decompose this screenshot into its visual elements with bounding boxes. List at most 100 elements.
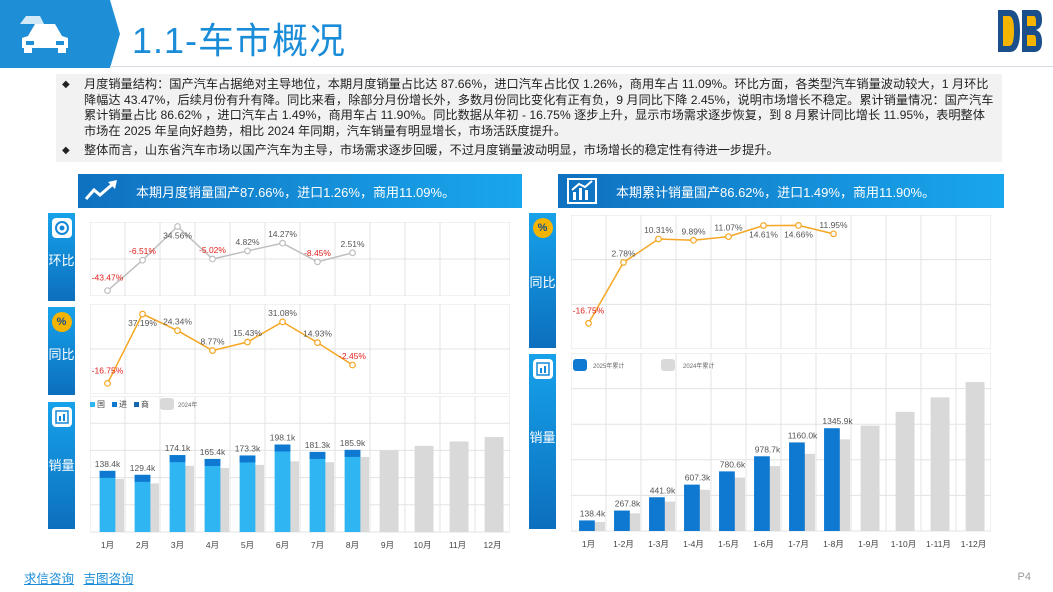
right-yoy-card: % 同比 — [529, 213, 556, 348]
cum-yoy-chart: -16.75% 2.78% 10.31% 9.89% 11.07% 14.61% 14.66… — [571, 215, 991, 349]
cum_yoy-point — [725, 233, 732, 240]
vol-bar-2024 — [379, 450, 399, 532]
page-title: 1.1-车市概况 — [132, 20, 347, 61]
yoy-data-label: 37.19% — [128, 318, 157, 328]
cum_yoy-point — [795, 222, 802, 229]
header-divider — [110, 66, 1053, 67]
legend-2024-swatch — [661, 359, 675, 371]
cum_vol-x-tick-label: 1-9月 — [858, 539, 879, 549]
cum_vol-x-tick-label: 1-6月 — [753, 539, 774, 549]
yoy-point — [104, 379, 111, 387]
summary-bullet-1: ◆ 月度销量结构：国产汽车占据绝对主导地位，本期月度销量占比达 87.66%，进… — [62, 77, 996, 139]
vol-bar-2025 — [274, 444, 291, 532]
cum-yoy-label: 同比 — [529, 275, 556, 290]
mom-data-label: 14.27% — [268, 229, 297, 239]
yoy-series-line — [106, 313, 353, 384]
vol-bar-2025 — [309, 451, 326, 532]
vol-bar-2025-cap — [169, 455, 186, 463]
vol-x-tick-label: 6月 — [276, 540, 289, 550]
mom-data-label: -6.51% — [129, 246, 156, 256]
diamond-bullet-icon: ◆ — [62, 145, 70, 156]
cum_vol-x-tick-label: 1-2月 — [613, 539, 634, 549]
left-banner: 本期月度销量国产87.66%，进口1.26%，商用11.09%。 — [78, 174, 522, 208]
yoy-point — [174, 327, 181, 334]
vol-bar-2025 — [134, 474, 151, 532]
legend-2024-label: 2024年 — [178, 401, 197, 409]
vol-bar-2025 — [99, 470, 116, 532]
cum_vol-bar-2025 — [579, 520, 595, 531]
legend-domestic-label: 国 — [97, 400, 105, 409]
cum_vol-bar-2024 — [895, 411, 915, 531]
cum_yoy-point — [760, 222, 767, 229]
cum_vol-x-tick-label: 1-7月 — [788, 539, 809, 549]
vol-x-tick-label: 11月 — [449, 540, 466, 550]
cum_yoy-point — [620, 259, 627, 266]
vol-x-tick-label: 5月 — [241, 540, 254, 550]
cum_vol-x-tick-label: 1-12月 — [961, 539, 987, 549]
cum_vol-bar-2024 — [860, 425, 880, 531]
vol-data-label: 138.4k — [95, 459, 121, 469]
cum_yoy-data-label: 11.07% — [714, 223, 743, 233]
right-volume-card: 销量 — [529, 354, 556, 529]
mom-chart: -43.47% -6.51% 34.56% -5.02% 4.82% 14.27% -8.4… — [90, 222, 510, 296]
vol-data-label: 129.4k — [130, 463, 156, 473]
vol-x-tick-label: 3月 — [171, 540, 184, 550]
percent-coin-icon: % — [51, 312, 72, 332]
legend-2024-swatch — [160, 398, 174, 410]
cum_vol-bar-2025 — [649, 497, 665, 531]
cum_vol-bar-2024 — [586, 521, 606, 531]
vol-bar-2025-cap — [274, 444, 291, 452]
right-banner: 本期累计销量国产86.62%，进口1.49%，商用11.90%。 — [558, 174, 1004, 208]
yoy-point — [279, 318, 286, 326]
legend-2025-label: 2025年累计 — [593, 362, 624, 370]
cum_vol-bar-2024 — [930, 397, 950, 531]
vol-bar-2024 — [449, 441, 469, 532]
cum_yoy-data-label: 11.95% — [819, 220, 848, 230]
vol-data-label: 174.1k — [165, 443, 191, 453]
footer-link-2[interactable]: 吉图咨询 — [83, 572, 134, 586]
vol-data-label: 198.1k — [270, 433, 296, 443]
mom-point — [174, 223, 181, 230]
cum_vol-x-tick-label: 1-5月 — [718, 539, 739, 549]
mom-series-line — [107, 225, 353, 292]
summary-box: ◆ 月度销量结构：国产汽车占据绝对主导地位，本期月度销量占比达 87.66%，进… — [56, 74, 1002, 162]
cum_vol-bar-2025 — [719, 471, 735, 531]
cum_yoy-data-label: 9.89% — [681, 226, 706, 236]
vol-bar-2025 — [344, 449, 361, 532]
cum_vol-data-label: 1345.9k — [822, 416, 853, 426]
cum_yoy-point — [690, 236, 697, 244]
left-banner-text: 本期月度销量国产87.66%，进口1.26%，商用11.09%。 — [136, 184, 456, 200]
vol-x-tick-label: 12月 — [484, 540, 502, 550]
percent-coin-icon: % — [532, 218, 553, 238]
mom-data-label: 2.51% — [340, 239, 365, 249]
cum_yoy-data-label: 14.61% — [749, 230, 778, 240]
mom-label: 环比 — [48, 253, 75, 268]
cum_vol-data-label: 267.8k — [615, 499, 641, 509]
volume-chart: 138.4k 129.4k 174.1k 165.4k 173.3k 198.1k 181.… — [90, 396, 510, 550]
cum_vol-bar-2025 — [754, 456, 770, 531]
vol-bar-2025 — [169, 455, 186, 532]
mom-data-label: -5.02% — [199, 245, 226, 255]
cum_vol-bar-2025 — [614, 510, 630, 531]
car-icon — [20, 16, 68, 53]
footer-link-1[interactable]: 求信咨询 — [24, 572, 75, 586]
yoy-data-label: 24.34% — [163, 317, 192, 327]
mom-point — [209, 255, 216, 263]
vol-data-label: 181.3k — [305, 440, 331, 450]
cum_yoy-series-line — [587, 224, 834, 324]
mom-data-label: -8.45% — [304, 248, 331, 258]
vol-x-tick-label: 10月 — [414, 540, 432, 550]
vol-data-label: 173.3k — [235, 443, 261, 453]
legend-commercial-swatch — [134, 402, 139, 407]
yoy-point — [349, 361, 356, 369]
header-chevron — [98, 0, 120, 68]
yoy-data-label: 31.08% — [268, 308, 297, 318]
cum_vol-data-label: 607.3k — [685, 473, 711, 483]
left-mom-card: 环比 — [48, 213, 75, 301]
vol-bar-2024 — [414, 445, 434, 532]
vol-bar-2025 — [239, 455, 256, 532]
cum-volume-chart: 138.4k 267.8k 441.9k 607.3k 780.6k 978.7k 1160… — [571, 353, 991, 549]
target-icon — [51, 218, 72, 238]
left-volume-card: 销量 — [48, 402, 75, 529]
cum_vol-x-tick-label: 1月 — [582, 539, 595, 549]
